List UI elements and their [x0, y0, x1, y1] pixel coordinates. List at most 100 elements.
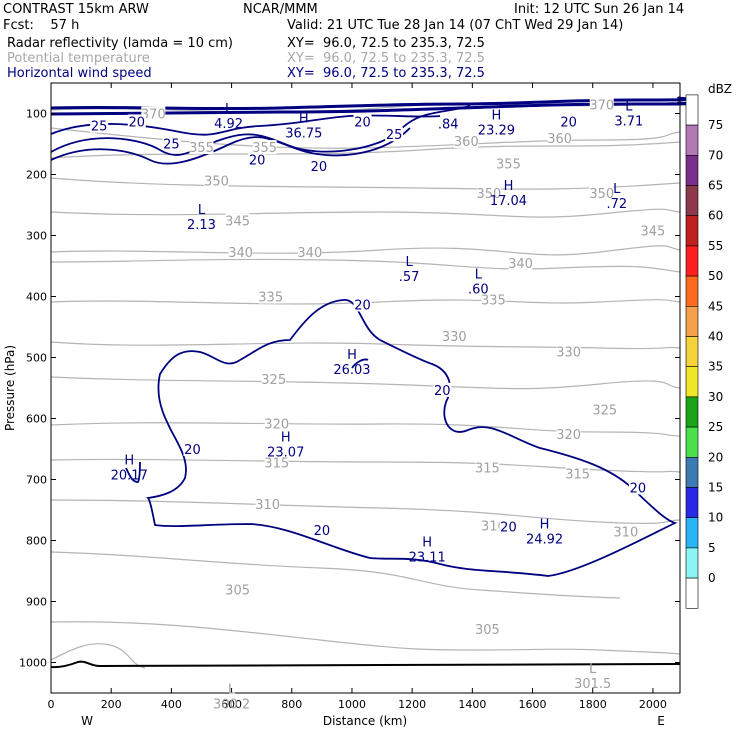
theta-contour-label: 345	[225, 214, 250, 229]
extremum-marker: H	[124, 453, 134, 468]
wind-contour-label: 20	[500, 520, 517, 535]
colorbar-level: 45	[708, 299, 723, 313]
theta-contour-label: 350	[204, 175, 229, 190]
extremum-marker: L	[475, 267, 483, 282]
extremum-marker: H	[422, 536, 432, 551]
x-axis-title: Distance (km)	[323, 714, 407, 728]
colorbar-level: 55	[708, 239, 723, 253]
wind-contour-label: 25	[91, 120, 108, 135]
wind-contour-label: 20	[434, 384, 451, 399]
theta-contour-label: 305	[475, 623, 500, 638]
extremum-value: .84	[438, 118, 459, 133]
wind-contour-label: 25	[386, 128, 403, 143]
theta-contours	[50, 101, 681, 669]
theta-contour-label: 335	[481, 294, 506, 309]
colorbar-swatch	[685, 245, 699, 277]
extremum-marker: L	[406, 255, 414, 270]
extremum-marker: L	[589, 662, 597, 677]
extremum-value: 300.2	[213, 698, 250, 713]
extremum-value: 23.07	[267, 446, 304, 461]
theta-contour-label: 345	[640, 225, 665, 240]
extremum-value: 20.17	[111, 468, 148, 483]
field-theta-xy: XY= 96.0, 72.5 to 235.3, 72.5	[287, 51, 485, 66]
x-tick-label: 600	[221, 698, 242, 711]
extremum-value: 23.29	[478, 124, 515, 139]
colorbar-level: 75	[708, 118, 723, 132]
extremum-value: .72	[606, 197, 627, 212]
field-reflectivity-label: Radar reflectivity (lamda = 10 cm)	[7, 36, 233, 51]
extremum-marker: H	[299, 112, 309, 127]
theta-contour-label: 325	[592, 403, 617, 418]
extremum-marker: H	[540, 517, 550, 532]
theta-contour-label: 310	[255, 498, 280, 513]
colorbar-swatch	[685, 155, 699, 186]
extremum-marker: L	[228, 683, 236, 698]
extremum-marker: L	[625, 100, 633, 115]
extremum-marker: L	[613, 182, 621, 197]
colorbar-level: 65	[708, 179, 723, 193]
colorbar-level: 15	[708, 481, 723, 495]
extremum-marker: H	[504, 179, 514, 194]
colorbar-level: 60	[708, 209, 723, 223]
theta-contour-label: 370	[141, 108, 166, 123]
plot-frame	[50, 82, 681, 694]
wind-contour-label: 20	[354, 115, 371, 130]
theta-contour-label: 310	[613, 525, 638, 540]
y-axis: 100 200 300 400 500 600 700 800 900 1000	[19, 108, 680, 670]
field-reflectivity-xy: XY= 96.0, 72.5 to 235.3, 72.5	[287, 36, 485, 51]
colorbar-level: 50	[708, 269, 723, 283]
colorbar-level: 25	[708, 420, 723, 434]
colorbar-level: 0	[708, 571, 716, 585]
extremum-value: 23.11	[409, 551, 446, 566]
organization-label: NCAR/MMM	[243, 2, 318, 17]
wind-labels: 25 20 25 20 20 20 25 20 20 20 20 20 20 20	[90, 114, 647, 539]
colorbar-swatch	[685, 577, 699, 609]
colorbar-unit: dBZ	[708, 82, 732, 96]
x-tick-label: 200	[101, 698, 122, 711]
wind-contour-label: 20	[184, 443, 201, 458]
colorbar-level: 10	[708, 511, 723, 525]
extremum-marker: L	[198, 203, 206, 218]
theta-contour-label: 335	[258, 291, 283, 306]
theta-contour-label: 355	[496, 158, 521, 173]
extremum-marker: H	[492, 109, 502, 124]
colorbar-swatch	[685, 185, 699, 217]
y-axis-title: Pressure (hPa)	[3, 345, 17, 431]
y-tick-label: 900	[26, 596, 47, 609]
colorbar-swatch	[685, 426, 699, 458]
extremum-value: 301.5	[574, 677, 611, 692]
extremum-marker: L	[225, 102, 233, 117]
theta-contour-label: 305	[225, 583, 250, 598]
extrema-labels: L4.92 H36.75.84H23.29L3.71H17.04L.72L2.13…	[111, 100, 644, 713]
theta-contour-label: 350	[589, 187, 614, 202]
x-tick-label: 0	[48, 698, 55, 711]
x-tick-label: 1400	[458, 698, 486, 711]
wind-contour-label: 20	[354, 298, 371, 313]
colorbar-swatch	[685, 275, 699, 307]
x-west-label: W	[81, 714, 93, 728]
surface-line	[50, 660, 681, 669]
y-tick-label: 1000	[19, 657, 47, 670]
wind-contour-label: 20	[560, 115, 577, 130]
theta-contour-label: 370	[589, 98, 614, 113]
y-tick-label: 500	[26, 352, 47, 365]
wind-contour-label: 20	[630, 481, 647, 496]
y-tick-label: 800	[26, 535, 47, 548]
y-tick-label: 300	[26, 230, 47, 243]
theta-contour-label: 315	[264, 456, 289, 471]
colorbar-swatch	[685, 215, 699, 247]
wind-contour-label: 20	[314, 524, 331, 539]
x-tick-label: 1200	[398, 698, 426, 711]
extremum-value: 36.75	[285, 127, 322, 142]
theta-contour-label: 315	[475, 461, 500, 476]
theta-contour-label: 315	[565, 467, 590, 482]
x-tick-label: 2000	[639, 698, 667, 711]
wind-contour-label: 20	[311, 160, 328, 175]
colorbar-swatch	[685, 366, 699, 398]
extremum-value: .57	[399, 270, 420, 285]
y-tick-label: 200	[26, 169, 47, 182]
colorbar-swatch	[685, 124, 699, 156]
colorbar-level: 5	[708, 541, 716, 555]
